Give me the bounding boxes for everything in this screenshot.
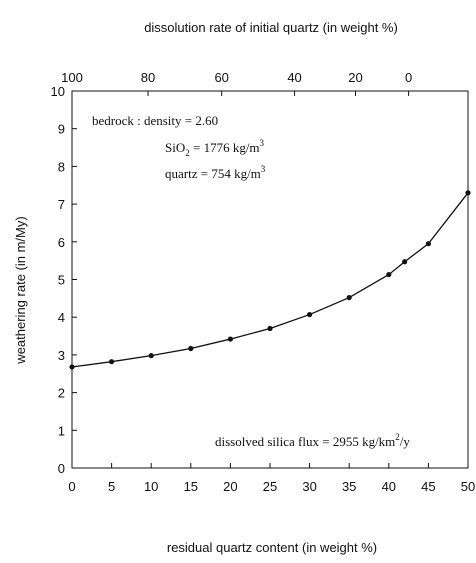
data-point xyxy=(386,271,392,278)
top-tick-label: 100 xyxy=(61,70,83,85)
x-tick-label: 5 xyxy=(108,479,115,494)
data-point xyxy=(425,241,431,247)
y-tick-label: 9 xyxy=(58,122,65,137)
y-tick-label: 0 xyxy=(58,461,65,476)
plot-frame xyxy=(71,90,469,469)
y-axis-title: weathering rate (in m/My) xyxy=(13,216,28,364)
annotation-bedrock-quartz: quartz = 754 kg/m3 xyxy=(165,164,266,181)
y-tick-label: 4 xyxy=(58,310,65,325)
x-tick-label: 20 xyxy=(223,479,237,494)
x-tick-label: 10 xyxy=(144,479,158,494)
x-tick-label: 50 xyxy=(461,479,475,494)
series-line xyxy=(71,192,469,368)
top-tick-label: 40 xyxy=(287,70,301,85)
top-tick-label: 60 xyxy=(214,70,228,85)
y-tick-label: 2 xyxy=(58,386,65,401)
data-point xyxy=(69,364,75,370)
x-tick-label: 25 xyxy=(263,479,277,494)
annotation-bedrock-sio2: SiO2 = 1776 kg/m3 xyxy=(165,138,265,158)
data-point xyxy=(109,359,115,365)
data-point xyxy=(148,353,154,359)
y-tick-label: 3 xyxy=(58,348,65,363)
x-tick-label: 0 xyxy=(68,479,75,494)
data-point xyxy=(227,336,233,342)
x-tick-label: 40 xyxy=(382,479,396,494)
data-point xyxy=(402,259,408,265)
data-point xyxy=(346,294,352,301)
y-tick-label: 5 xyxy=(58,273,65,288)
y-tick-label: 6 xyxy=(58,235,65,250)
top-tick-label: 80 xyxy=(141,70,155,85)
data-point xyxy=(188,345,194,352)
annotation-silica-flux: dissolved silica flux = 2955 kg/km2/y xyxy=(215,432,410,449)
data-point xyxy=(307,311,313,318)
top-tick-label: 0 xyxy=(405,70,412,85)
x-tick-label: 35 xyxy=(342,479,356,494)
top-axis-title: dissolution rate of initial quartz (in w… xyxy=(144,20,398,35)
y-tick-label: 10 xyxy=(51,84,65,99)
y-tick-label: 1 xyxy=(58,423,65,438)
data-point xyxy=(267,325,273,332)
y-tick-label: 7 xyxy=(58,197,65,212)
series-group xyxy=(69,190,471,370)
annotation-bedrock-density: bedrock : density = 2.60 xyxy=(92,113,218,128)
top-tick-label: 20 xyxy=(348,70,362,85)
data-point xyxy=(465,190,471,196)
x-tick-label: 45 xyxy=(421,479,435,494)
y-tick-label: 8 xyxy=(58,159,65,174)
x-axis-title: residual quartz content (in weight %) xyxy=(167,540,377,555)
x-tick-label: 15 xyxy=(184,479,198,494)
x-tick-label: 30 xyxy=(302,479,316,494)
